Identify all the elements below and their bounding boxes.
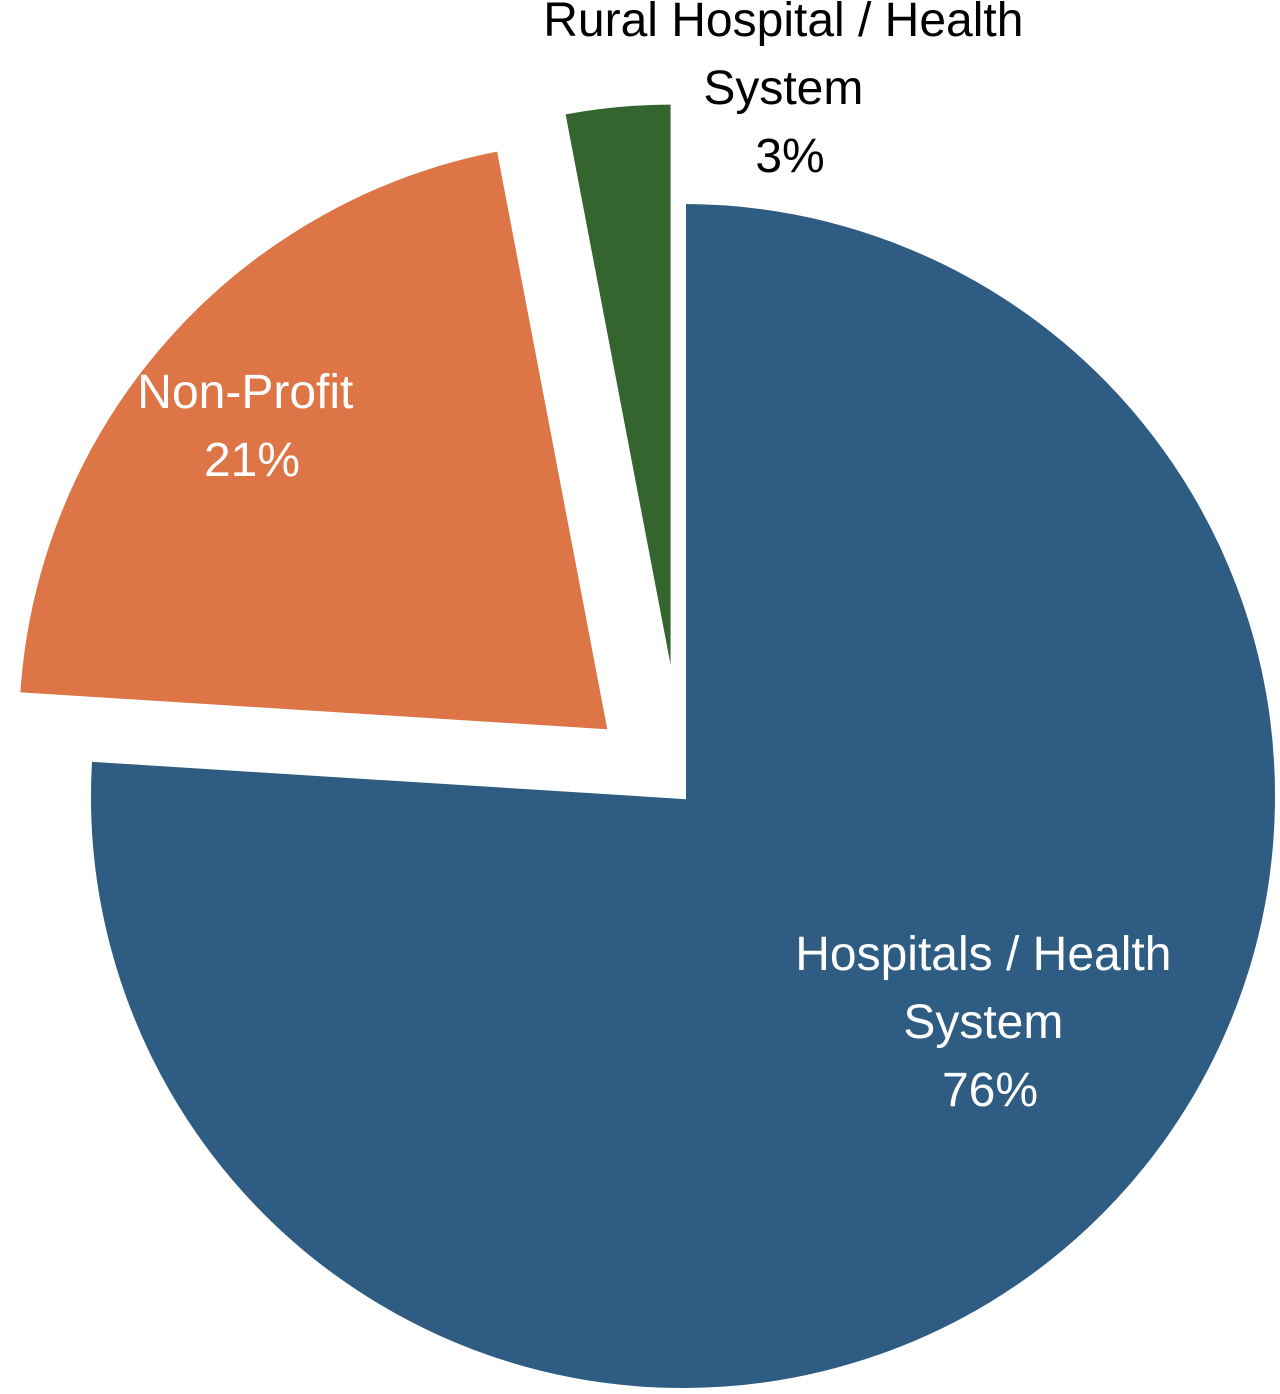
slice-value-label: 21% [204, 434, 300, 487]
slice-value-label: 76% [942, 1064, 1038, 1117]
pie-slice-rural-hospital-health-system [558, 98, 677, 698]
slice-label-rural-hospital-health-system: Rural Hospital / Health System 3% [543, 0, 1037, 183]
slice-label-hospitals-health-system: Hospitals / Health System 76% [795, 928, 1185, 1117]
pie-slice-non-profit [13, 144, 615, 736]
slice-label-line: System [903, 996, 1063, 1049]
slice-label-line: Non-Profit [137, 366, 353, 419]
slice-label-non-profit: Non-Profit 21% [137, 366, 366, 487]
slice-label-line: Hospitals / Health [795, 928, 1171, 981]
slice-label-line: System [703, 62, 863, 115]
pie-slice-hospitals-health-system [85, 197, 1280, 1394]
slice-label-line: Rural Hospital / Health [543, 0, 1023, 47]
slice-value-label: 3% [755, 130, 824, 183]
